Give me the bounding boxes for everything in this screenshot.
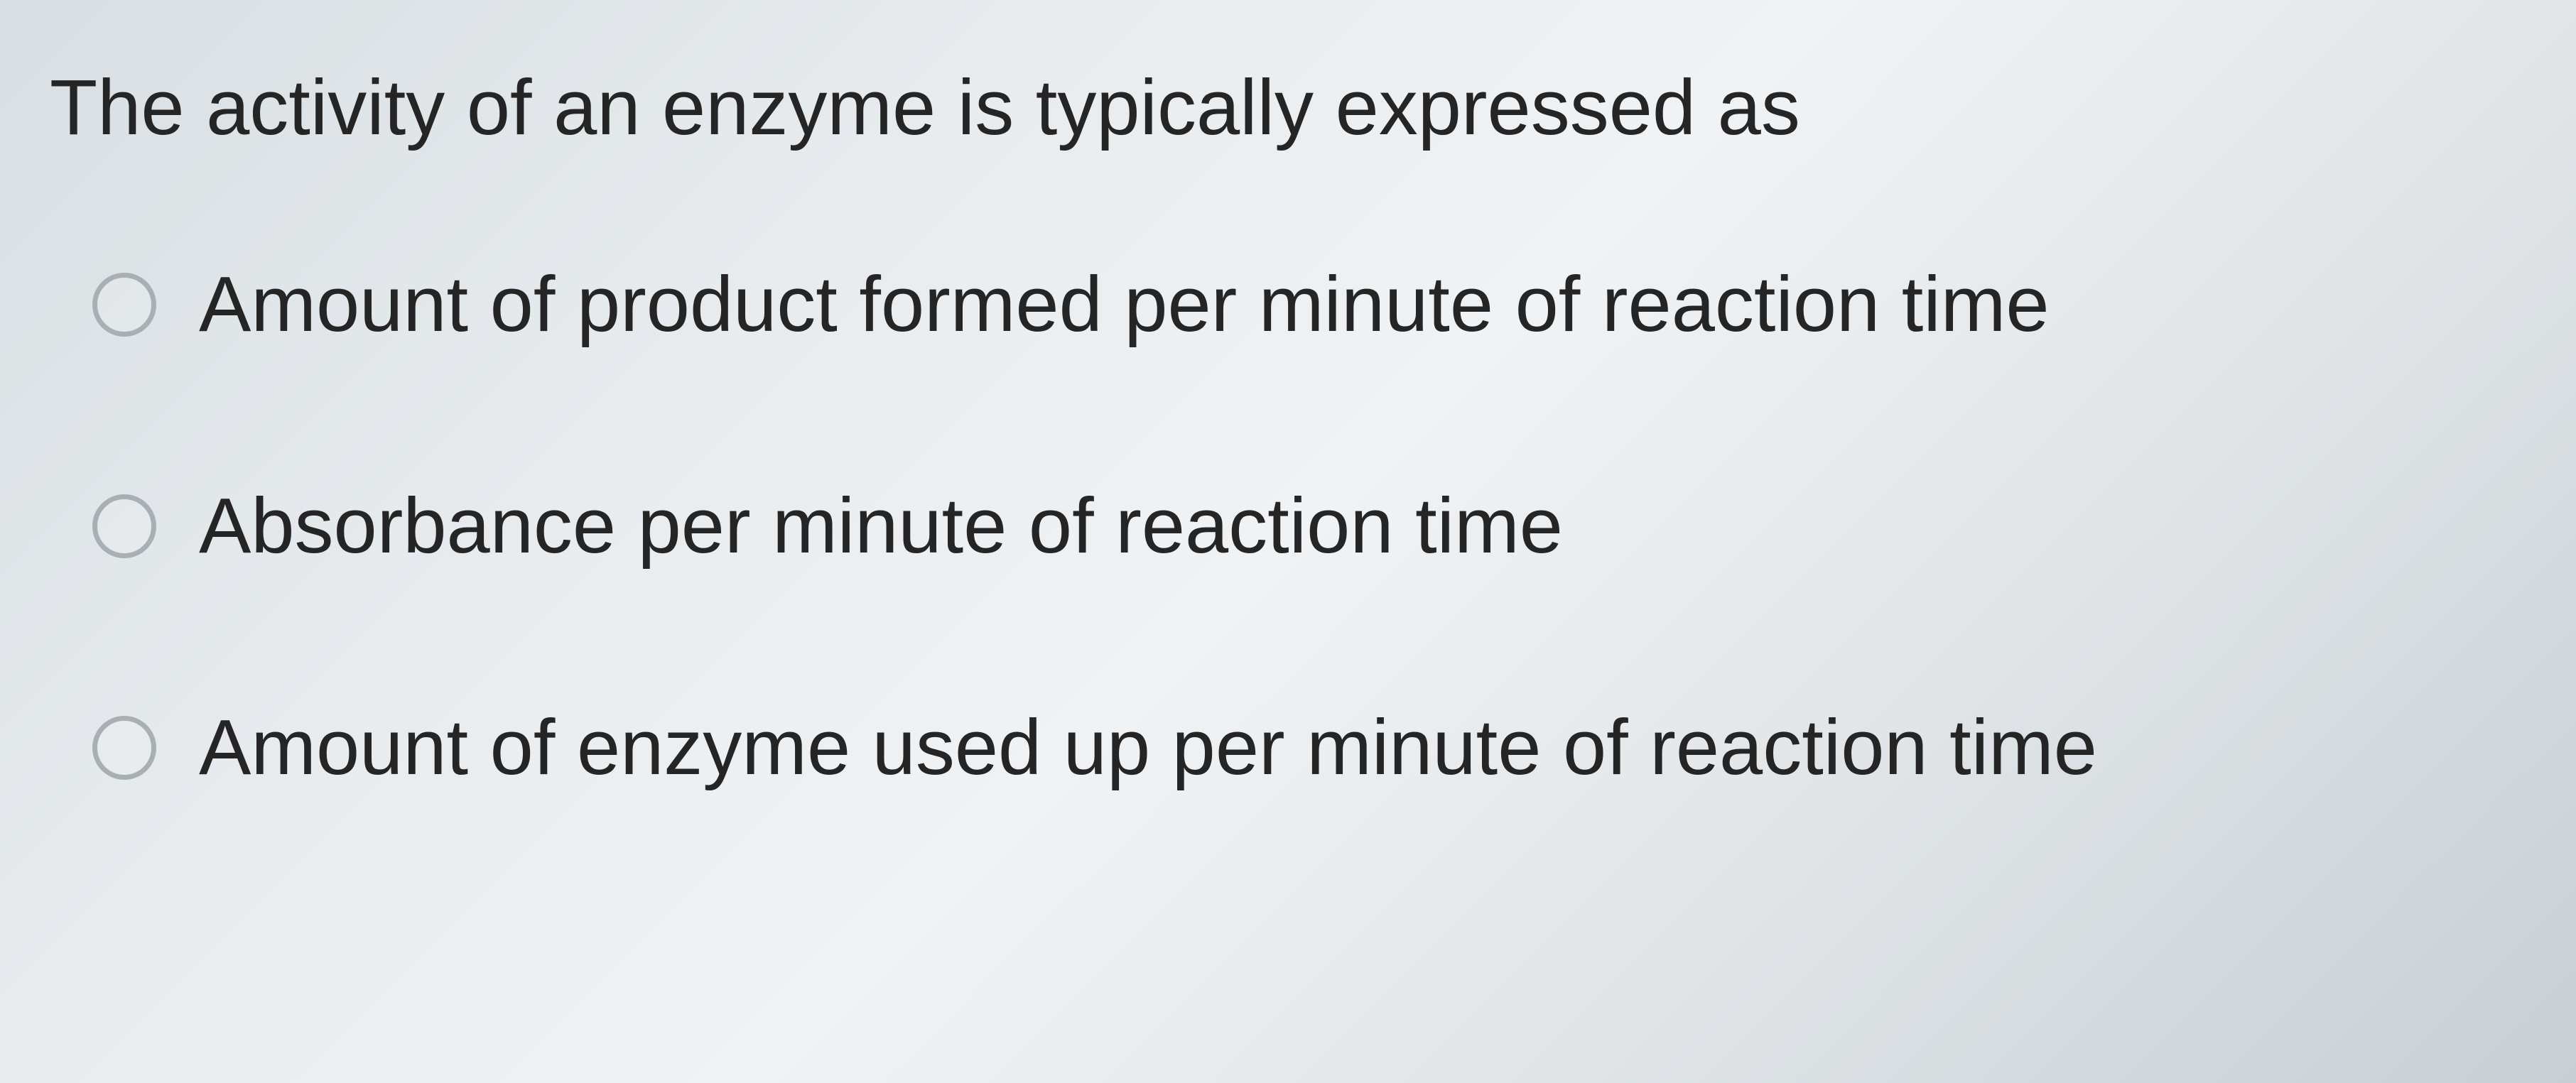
radio-button-option-1[interactable] <box>92 273 156 337</box>
question-text: The activity of an enzyme is typically e… <box>50 57 2526 158</box>
option-row: Amount of enzyme used up per minute of r… <box>92 701 2526 795</box>
option-label: Amount of enzyme used up per minute of r… <box>199 701 2097 795</box>
radio-button-option-2[interactable] <box>92 494 156 558</box>
option-label: Amount of product formed per minute of r… <box>199 258 2050 352</box>
option-label: Absorbance per minute of reaction time <box>199 479 1563 573</box>
option-row: Amount of product formed per minute of r… <box>92 258 2526 352</box>
option-row: Absorbance per minute of reaction time <box>92 479 2526 573</box>
radio-button-option-3[interactable] <box>92 716 156 780</box>
options-container: Amount of product formed per minute of r… <box>50 258 2526 795</box>
